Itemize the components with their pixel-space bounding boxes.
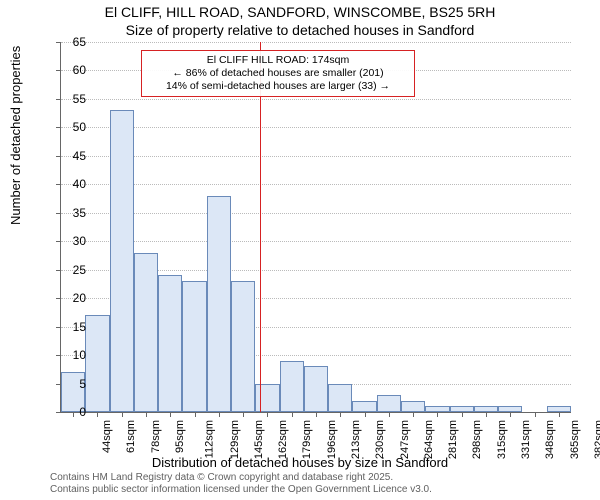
- grid-line: [61, 42, 571, 43]
- y-tick-label: 15: [46, 320, 86, 334]
- x-tick-mark: [535, 412, 536, 417]
- x-tick-mark: [510, 412, 511, 417]
- y-tick-label: 40: [46, 177, 86, 191]
- x-axis-label: Distribution of detached houses by size …: [0, 455, 600, 470]
- x-tick-label: 247sqm: [399, 420, 411, 459]
- histogram-bar: [231, 281, 255, 412]
- histogram-bar: [401, 401, 425, 412]
- histogram-bar: [352, 401, 376, 412]
- y-tick-label: 60: [46, 63, 86, 77]
- x-tick-label: 281sqm: [447, 420, 459, 459]
- histogram-bar: [328, 384, 352, 412]
- histogram-bar: [280, 361, 304, 412]
- x-tick-label: 382sqm: [593, 420, 600, 459]
- y-tick-label: 65: [46, 35, 86, 49]
- chart-title-main: El CLIFF, HILL ROAD, SANDFORD, WINSCOMBE…: [0, 4, 600, 20]
- histogram-bar: [377, 395, 401, 412]
- y-tick-label: 0: [46, 405, 86, 419]
- annotation-line1: El CLIFF HILL ROAD: 174sqm: [148, 54, 408, 67]
- y-tick-label: 55: [46, 92, 86, 106]
- x-tick-label: 230sqm: [374, 420, 386, 459]
- x-tick-mark: [97, 412, 98, 417]
- x-tick-label: 145sqm: [253, 420, 265, 459]
- y-tick-label: 30: [46, 234, 86, 248]
- x-tick-mark: [316, 412, 317, 417]
- x-tick-mark: [292, 412, 293, 417]
- x-tick-label: 44sqm: [101, 420, 113, 453]
- y-tick-label: 45: [46, 149, 86, 163]
- x-tick-label: 213sqm: [350, 420, 362, 459]
- x-tick-mark: [437, 412, 438, 417]
- chart-title-sub: Size of property relative to detached ho…: [0, 22, 600, 38]
- annotation-line3: 14% of semi-detached houses are larger (…: [148, 80, 408, 93]
- plot-area: El CLIFF HILL ROAD: 174sqm← 86% of detac…: [60, 42, 571, 413]
- x-tick-mark: [389, 412, 390, 417]
- x-tick-mark: [243, 412, 244, 417]
- x-tick-mark: [122, 412, 123, 417]
- histogram-bar: [134, 253, 158, 412]
- y-tick-label: 5: [46, 377, 86, 391]
- histogram-bar: [255, 384, 279, 412]
- y-tick-label: 25: [46, 263, 86, 277]
- histogram-chart: El CLIFF, HILL ROAD, SANDFORD, WINSCOMBE…: [0, 0, 600, 500]
- x-tick-mark: [462, 412, 463, 417]
- x-tick-mark: [486, 412, 487, 417]
- x-tick-mark: [365, 412, 366, 417]
- x-tick-label: 196sqm: [326, 420, 338, 459]
- x-tick-mark: [340, 412, 341, 417]
- grid-line: [61, 99, 571, 100]
- footnote-line2: Contains public sector information licen…: [50, 484, 432, 495]
- reference-line: [260, 42, 261, 412]
- x-tick-label: 331sqm: [520, 420, 532, 459]
- x-tick-label: 112sqm: [204, 420, 216, 458]
- histogram-bar: [85, 315, 109, 412]
- x-tick-label: 348sqm: [544, 420, 556, 459]
- y-axis-label: Number of detached properties: [8, 46, 23, 225]
- y-tick-label: 50: [46, 120, 86, 134]
- x-tick-label: 179sqm: [302, 420, 314, 459]
- x-tick-mark: [146, 412, 147, 417]
- x-tick-label: 162sqm: [277, 420, 289, 459]
- x-tick-label: 365sqm: [569, 420, 581, 459]
- y-tick-label: 20: [46, 291, 86, 305]
- grid-line: [61, 156, 571, 157]
- grid-line: [61, 241, 571, 242]
- histogram-bar: [207, 196, 231, 412]
- grid-line: [61, 127, 571, 128]
- x-tick-label: 129sqm: [229, 420, 241, 459]
- x-tick-label: 315sqm: [496, 420, 508, 459]
- x-tick-label: 298sqm: [472, 420, 484, 459]
- grid-line: [61, 213, 571, 214]
- x-tick-label: 264sqm: [423, 420, 435, 459]
- x-tick-mark: [170, 412, 171, 417]
- histogram-bar: [182, 281, 206, 412]
- footnote-line1: Contains HM Land Registry data © Crown c…: [50, 472, 393, 483]
- histogram-bar: [304, 366, 328, 412]
- x-tick-label: 95sqm: [174, 420, 186, 453]
- histogram-bar: [158, 275, 182, 412]
- footnote: Contains HM Land Registry data © Crown c…: [50, 472, 432, 496]
- x-tick-label: 78sqm: [150, 420, 162, 453]
- histogram-bar: [110, 110, 134, 412]
- annotation-line2: ← 86% of detached houses are smaller (20…: [148, 67, 408, 80]
- x-tick-mark: [559, 412, 560, 417]
- y-tick-label: 35: [46, 206, 86, 220]
- grid-line: [61, 184, 571, 185]
- y-tick-label: 10: [46, 348, 86, 362]
- x-tick-mark: [219, 412, 220, 417]
- x-tick-mark: [267, 412, 268, 417]
- x-tick-label: 61sqm: [125, 420, 137, 453]
- x-tick-mark: [195, 412, 196, 417]
- x-tick-mark: [413, 412, 414, 417]
- annotation-box: El CLIFF HILL ROAD: 174sqm← 86% of detac…: [141, 50, 415, 97]
